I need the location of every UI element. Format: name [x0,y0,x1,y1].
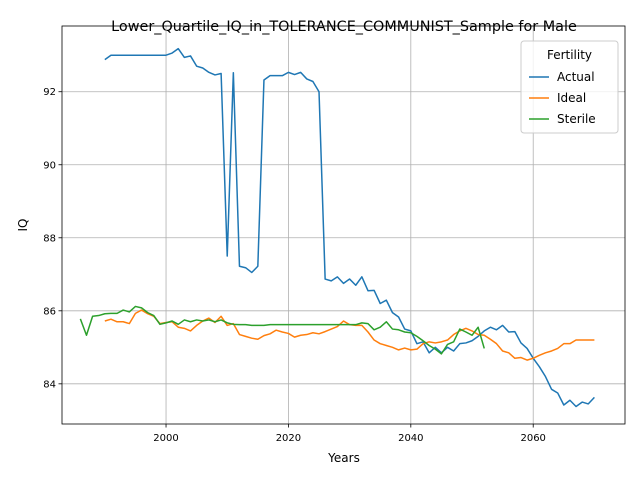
legend-label-ideal: Ideal [557,91,586,105]
y-tick-label: 84 [43,379,56,390]
x-tick-label: 2020 [276,433,301,444]
y-tick-label: 88 [43,233,56,244]
y-tick-label: 92 [43,87,56,98]
legend-title: Fertility [547,48,592,62]
x-axis-label: Years [327,451,360,465]
legend: Fertility Actual Ideal Sterile [521,41,618,133]
x-tick-label: 2000 [153,433,178,444]
y-tick-label: 90 [43,160,56,171]
x-tick-label: 2060 [520,433,545,444]
legend-label-actual: Actual [557,70,595,84]
legend-label-sterile: Sterile [557,112,596,126]
y-axis-label: IQ [16,219,30,232]
chart-title: Lower_Quartile_IQ_in_TOLERANCE_COMMUNIST… [111,19,577,35]
y-tick-label: 86 [43,306,56,317]
x-tick-label: 2040 [398,433,423,444]
